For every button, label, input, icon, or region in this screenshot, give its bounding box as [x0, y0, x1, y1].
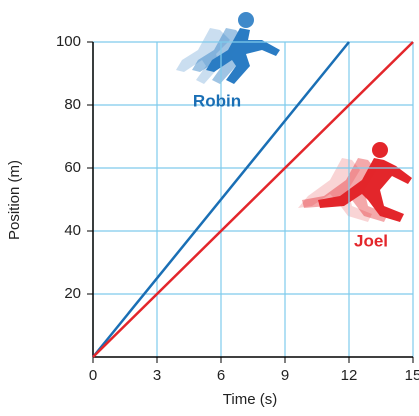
series-label: Joel [354, 231, 388, 250]
series-label: Robin [193, 91, 241, 110]
y-tick-label: 100 [56, 33, 81, 50]
runner-icon [298, 142, 412, 222]
x-axis-label: Time (s) [223, 391, 277, 408]
y-tick-label: 60 [64, 159, 81, 176]
x-tick-label: 9 [281, 367, 289, 384]
runner-icon [176, 12, 280, 84]
x-tick-label: 0 [89, 367, 97, 384]
x-tick-label: 6 [217, 367, 225, 384]
x-tick-label: 3 [153, 367, 161, 384]
series-line [92, 41, 350, 358]
x-tick-label: 12 [341, 367, 358, 384]
series-line [92, 41, 414, 358]
y-axis-label: Position (m) [6, 160, 23, 240]
y-tick-label: 80 [64, 96, 81, 113]
x-tick-label: 15 [405, 367, 419, 384]
y-tick-label: 40 [64, 222, 81, 239]
y-tick-label: 20 [64, 285, 81, 302]
